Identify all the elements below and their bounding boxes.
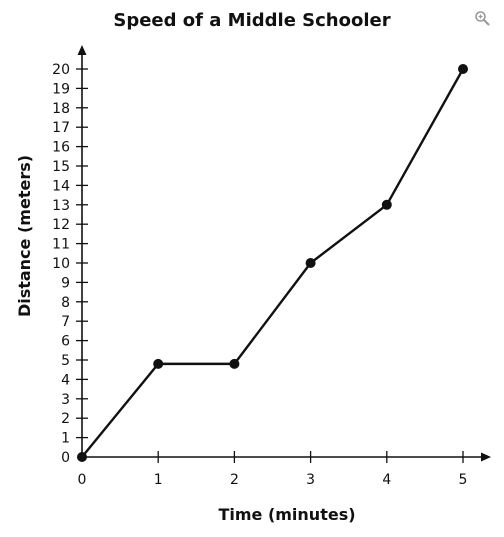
y-axis-label: Distance (meters) bbox=[15, 155, 34, 317]
magnifier-plus-icon[interactable] bbox=[474, 10, 490, 26]
y-axis-arrow bbox=[77, 45, 87, 55]
data-point bbox=[229, 358, 240, 369]
series-line bbox=[81, 68, 465, 458]
y-tick-label: 14 bbox=[52, 178, 70, 194]
y-tick-label: 8 bbox=[61, 295, 70, 311]
data-point bbox=[458, 64, 468, 74]
y-tick-label: 15 bbox=[52, 159, 70, 175]
data-point bbox=[305, 258, 316, 268]
x-axis-arrow bbox=[481, 452, 491, 462]
data-point bbox=[153, 358, 164, 369]
y-tick-label: 3 bbox=[61, 392, 70, 408]
x-tick-label: 3 bbox=[306, 472, 315, 488]
y-tick-label: 6 bbox=[61, 334, 70, 350]
x-tick-label: 0 bbox=[78, 472, 87, 488]
y-tick-label: 9 bbox=[61, 275, 70, 291]
y-tick-label: 16 bbox=[52, 140, 70, 156]
y-tick-label: 18 bbox=[52, 101, 70, 117]
y-tick-label: 5 bbox=[61, 353, 70, 369]
chart-title: Speed of a Middle Schooler bbox=[113, 10, 390, 31]
x-axis-label: Time (minutes) bbox=[218, 505, 355, 524]
x-tick-label: 1 bbox=[154, 472, 163, 488]
data-point bbox=[381, 199, 392, 210]
y-tick-label: 19 bbox=[52, 81, 70, 97]
x-tick-labels: 0 1 2 3 4 5 bbox=[78, 472, 468, 488]
y-tick-label: 0 bbox=[61, 450, 70, 466]
x-tick-label: 4 bbox=[382, 472, 391, 488]
y-tick-label: 20 bbox=[52, 62, 70, 78]
y-tick-label: 13 bbox=[52, 198, 70, 214]
y-tick-label: 2 bbox=[61, 411, 70, 427]
y-tick-label: 1 bbox=[61, 431, 70, 447]
y-tick-label: 10 bbox=[52, 256, 70, 272]
y-tick-label: 4 bbox=[61, 372, 70, 388]
y-tick-label: 17 bbox=[52, 120, 70, 136]
x-tick-label: 2 bbox=[230, 472, 239, 488]
y-tick-label: 11 bbox=[52, 237, 70, 253]
y-tick-label: 7 bbox=[61, 314, 70, 330]
x-tick-label: 5 bbox=[459, 472, 468, 488]
axes bbox=[76, 45, 491, 463]
data-point bbox=[77, 452, 87, 462]
y-tick-label: 12 bbox=[52, 217, 70, 233]
series-group bbox=[77, 64, 468, 462]
